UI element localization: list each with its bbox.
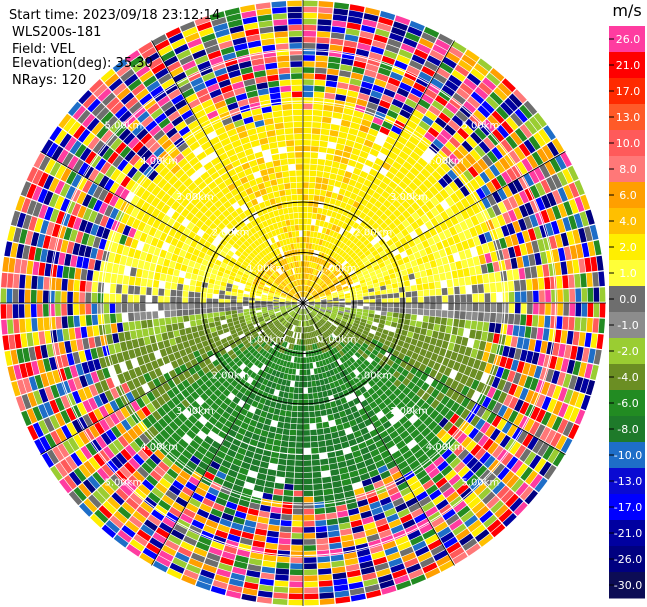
range-label-2km-225: 2.00km xyxy=(212,370,250,381)
spoke-30 xyxy=(302,40,455,304)
colorbar: m/s 26.0 21.0 17.0 13.0 10.0 8.0 6.0 4.0 2.0 1.0 0… xyxy=(609,1,645,599)
colorbar-tick-label-21: -30.0 xyxy=(614,579,642,592)
colorbar-tick-label-16: -10.0 xyxy=(614,449,642,462)
range-label-4km-315: 4.00km xyxy=(140,156,178,167)
range-label-4km-225: 4.00km xyxy=(140,442,178,453)
velocity-cells-7 xyxy=(30,7,592,602)
range-label-1km-45: 1.00km xyxy=(319,263,357,274)
colorbar-swatch-15 xyxy=(609,416,645,443)
spoke-150 xyxy=(302,302,455,566)
range-grid xyxy=(0,0,606,606)
colorbar-tick-label-8: 2.0 xyxy=(619,241,637,254)
colorbar-tick-label-19: -21.0 xyxy=(614,527,642,540)
colorbar-tick-label-17: -13.0 xyxy=(614,475,642,488)
field-text: Field: VEL xyxy=(12,42,76,57)
colorbar-tick-label-13: -4.0 xyxy=(617,371,638,384)
colorbar-swatch-18 xyxy=(609,494,645,521)
spoke-300 xyxy=(40,151,304,304)
velocity-cells-15 xyxy=(97,303,509,323)
range-label-4km-45: 4.00km xyxy=(426,156,464,167)
colorbar-tick-label-0: 26.0 xyxy=(616,33,641,46)
colorbar-swatch-21 xyxy=(609,572,645,599)
info-panel: Start time: 2023/09/18 23:12:14 WLS200s-… xyxy=(9,8,220,88)
colorbar-swatch-19 xyxy=(609,520,645,547)
colorbar-swatch-11 xyxy=(609,312,645,339)
colorbar-swatch-6 xyxy=(609,182,645,209)
spoke-210 xyxy=(151,302,304,566)
elevation-text: Elevation(deg): 35.30 xyxy=(12,56,153,71)
colorbar-swatch-9 xyxy=(609,260,645,287)
range-labels: 1.00km 1.00km 1.00km 1.00km 2.00km 2.00km 2.00… xyxy=(105,121,500,489)
colorbar-tick-label-11: -1.0 xyxy=(617,319,638,332)
colorbar-swatch-3 xyxy=(609,104,645,131)
colorbar-swatch-20 xyxy=(609,546,645,573)
velocity-cells-14 xyxy=(91,172,527,314)
colorbar-swatch-17 xyxy=(609,468,645,495)
range-label-2km-135: 2.00km xyxy=(354,370,392,381)
spoke-240 xyxy=(40,302,304,455)
colorbar-swatch-7 xyxy=(609,208,645,235)
colorbar-unit: m/s xyxy=(612,1,641,20)
colorbar-tick-label-9: 1.0 xyxy=(619,267,637,280)
range-label-3km-315: 3.00km xyxy=(176,192,214,203)
start-time-text: Start time: 2023/09/18 23:12:14 xyxy=(9,8,220,23)
colorbar-tick-label-6: 6.0 xyxy=(619,189,637,202)
range-label-1km-315: 1.00km xyxy=(247,263,285,274)
colorbar-swatch-4 xyxy=(609,130,645,157)
colorbar-tick-label-5: 8.0 xyxy=(619,163,637,176)
range-label-4km-135: 4.00km xyxy=(426,442,464,453)
range-label-1km-135: 1.00km xyxy=(319,335,357,346)
velocity-cells-11 xyxy=(0,4,606,604)
range-label-5km-135: 5.00km xyxy=(462,478,500,489)
colorbar-swatch-2 xyxy=(609,78,645,105)
colorbar-swatch-12 xyxy=(609,338,645,365)
colorbar-swatch-16 xyxy=(609,442,645,469)
colorbar-tick-label-2: 17.0 xyxy=(616,85,641,98)
colorbar-tick-label-14: -6.0 xyxy=(617,397,638,410)
velocity-cells-17 xyxy=(182,362,397,526)
velocity-cells-16 xyxy=(94,309,508,441)
colorbar-tick-label-3: 13.0 xyxy=(616,111,641,124)
colorbar-swatch-8 xyxy=(609,234,645,261)
colorbar-tick-label-1: 21.0 xyxy=(616,59,641,72)
colorbar-tick-label-10: 0.0 xyxy=(619,293,637,306)
spoke-60 xyxy=(302,151,566,304)
colorbar-tick-label-12: -2.0 xyxy=(617,345,638,358)
range-label-5km-225: 5.00km xyxy=(105,478,143,489)
colorbar-tick-label-18: -17.0 xyxy=(614,501,642,514)
site-name-text: WLS200s-181 xyxy=(12,25,101,40)
range-label-3km-45: 3.00km xyxy=(390,192,428,203)
colorbar-tick-label-4: 10.0 xyxy=(616,137,641,150)
colorbar-swatch-13 xyxy=(609,364,645,391)
range-label-2km-315: 2.00km xyxy=(212,228,250,239)
colorbar-tick-label-20: -26.0 xyxy=(614,553,642,566)
range-label-3km-135: 3.00km xyxy=(390,406,428,417)
colorbar-swatch-0 xyxy=(609,26,645,53)
colorbar-swatch-1 xyxy=(609,52,645,79)
colorbar-tick-label-7: 4.0 xyxy=(619,215,637,228)
range-label-3km-225: 3.00km xyxy=(176,406,214,417)
colorbar-swatch-5 xyxy=(609,156,645,183)
spoke-120 xyxy=(302,302,566,455)
range-label-5km-315: 5.00km xyxy=(105,121,143,132)
range-label-5km-45: 5.00km xyxy=(462,121,500,132)
colorbar-swatch-14 xyxy=(609,390,645,417)
colorbar-swatch-10 xyxy=(609,286,645,313)
nrays-text: NRays: 120 xyxy=(12,73,86,88)
range-label-2km-45: 2.00km xyxy=(354,228,392,239)
range-label-1km-225: 1.00km xyxy=(247,335,285,346)
colorbar-tick-label-15: -8.0 xyxy=(617,423,638,436)
spoke-330 xyxy=(151,40,304,304)
